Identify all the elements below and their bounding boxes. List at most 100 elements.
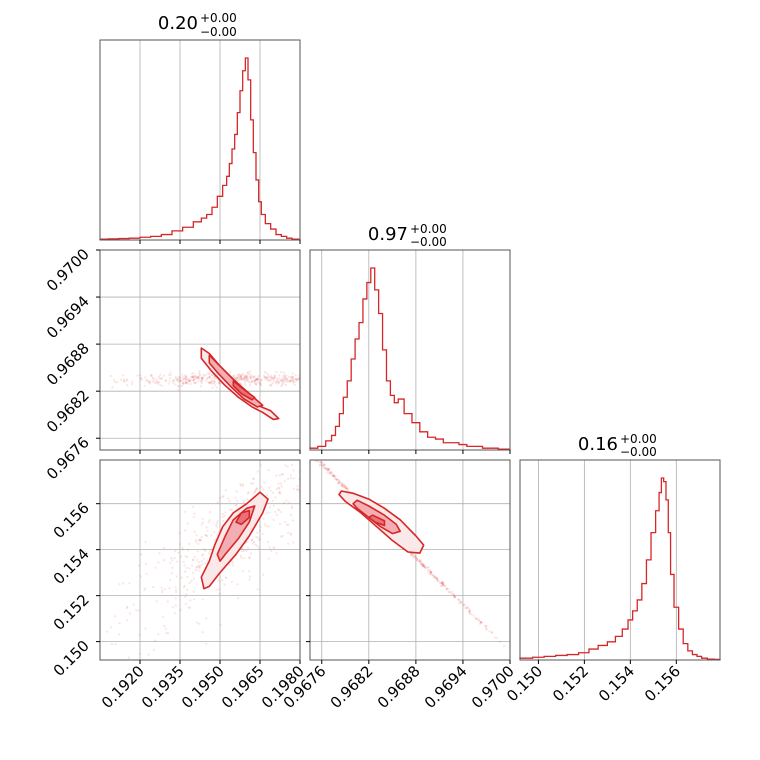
scatter-point <box>223 583 226 586</box>
scatter-point <box>125 606 129 610</box>
scatter-point <box>291 519 294 522</box>
scatter-point <box>182 382 185 386</box>
scatter-point <box>204 533 207 537</box>
scatter-point <box>262 573 265 576</box>
scatter-point <box>184 555 187 558</box>
scatter-point <box>274 510 277 513</box>
scatter-point <box>412 555 415 559</box>
scatter-point <box>282 451 284 453</box>
scatter-point <box>271 499 274 502</box>
xtick-label-2-1: 0.152 <box>549 662 592 705</box>
contour-level-2-r2c1 <box>367 514 386 527</box>
scatter-point <box>274 443 276 445</box>
scatter-point <box>201 517 204 520</box>
scatter-point <box>422 564 425 567</box>
scatter-point <box>258 382 261 385</box>
scatter-point <box>246 492 249 495</box>
scatter-point <box>161 384 164 387</box>
scatter-point <box>113 615 116 618</box>
scatter-point <box>272 545 275 549</box>
scatter-point <box>303 445 305 447</box>
scatter-point <box>236 375 239 378</box>
scatter-point <box>178 532 181 535</box>
scatter-point <box>327 377 329 379</box>
scatter-point <box>263 523 266 526</box>
scatter-point <box>326 468 329 471</box>
scatter-point <box>352 386 354 388</box>
scatter-point <box>192 376 195 379</box>
scatter-point <box>182 378 185 381</box>
scatter-point <box>158 381 161 384</box>
scatter-point <box>152 377 155 380</box>
scatter-point <box>337 482 340 485</box>
scatter-point <box>197 542 200 545</box>
scatter-point <box>341 484 344 487</box>
scatter-point <box>284 376 287 379</box>
scatter-point <box>214 384 217 387</box>
scatter-point <box>182 382 185 385</box>
scatter-point <box>234 376 237 379</box>
scatter-point <box>337 478 340 481</box>
scatter-point <box>340 484 343 488</box>
scatter-point <box>187 382 190 385</box>
scatter-point <box>278 509 281 512</box>
scatter-point <box>138 634 141 637</box>
scatter-point <box>458 598 461 601</box>
scatter-point <box>217 382 220 385</box>
scatter-point <box>154 639 157 642</box>
scatter-point <box>345 487 348 490</box>
scatter-point <box>243 557 246 560</box>
scatter-point <box>126 378 129 381</box>
scatter-point <box>296 485 299 488</box>
scatter-point <box>196 550 199 553</box>
scatter-point <box>238 381 241 384</box>
scatter-point <box>479 621 483 624</box>
scatter-point <box>247 380 250 383</box>
histogram-param-1 <box>309 267 511 450</box>
scatter-point <box>200 536 203 539</box>
scatter-layer <box>106 368 506 659</box>
scatter-point <box>111 386 114 389</box>
scatter-point <box>307 486 309 488</box>
scatter-point <box>332 475 335 478</box>
scatter-point <box>177 551 180 554</box>
scatter-point <box>419 562 422 565</box>
scatter-point <box>169 561 172 564</box>
scatter-point <box>125 619 129 622</box>
scatter-point <box>139 374 142 377</box>
scatter-point <box>258 538 261 541</box>
scatter-point <box>194 374 197 377</box>
scatter-point <box>296 379 299 382</box>
scatter-point <box>438 580 441 583</box>
scatter-point <box>152 586 155 589</box>
scatter-point <box>310 375 312 377</box>
scatter-point <box>213 379 216 382</box>
scatter-point <box>254 382 257 385</box>
scatter-point <box>302 380 304 382</box>
scatter-point <box>421 564 424 567</box>
scatter-point <box>215 525 218 528</box>
ytick-label-2-1: 0.152 <box>50 591 93 634</box>
scatter-point <box>332 474 335 477</box>
scatter-point <box>192 379 195 382</box>
scatter-point <box>199 373 202 376</box>
scatter-point <box>281 380 284 383</box>
scatter-point <box>210 548 213 551</box>
scatter-point <box>410 554 413 557</box>
scatter-point <box>468 612 471 616</box>
scatter-point <box>275 380 278 383</box>
scatter-point <box>239 484 242 487</box>
scatter-point <box>222 519 225 523</box>
scatter-point <box>139 377 142 380</box>
scatter-point <box>314 481 316 483</box>
scatter-point <box>328 470 331 473</box>
scatter-point <box>263 375 266 379</box>
scatter-point <box>292 379 296 382</box>
scatter-point <box>181 373 184 376</box>
scatter-point <box>290 505 294 508</box>
scatter-point <box>261 532 264 535</box>
scatter-point <box>485 625 488 628</box>
scatter-point <box>440 581 443 584</box>
scatter-point <box>260 485 263 488</box>
scatter-point <box>218 592 221 595</box>
